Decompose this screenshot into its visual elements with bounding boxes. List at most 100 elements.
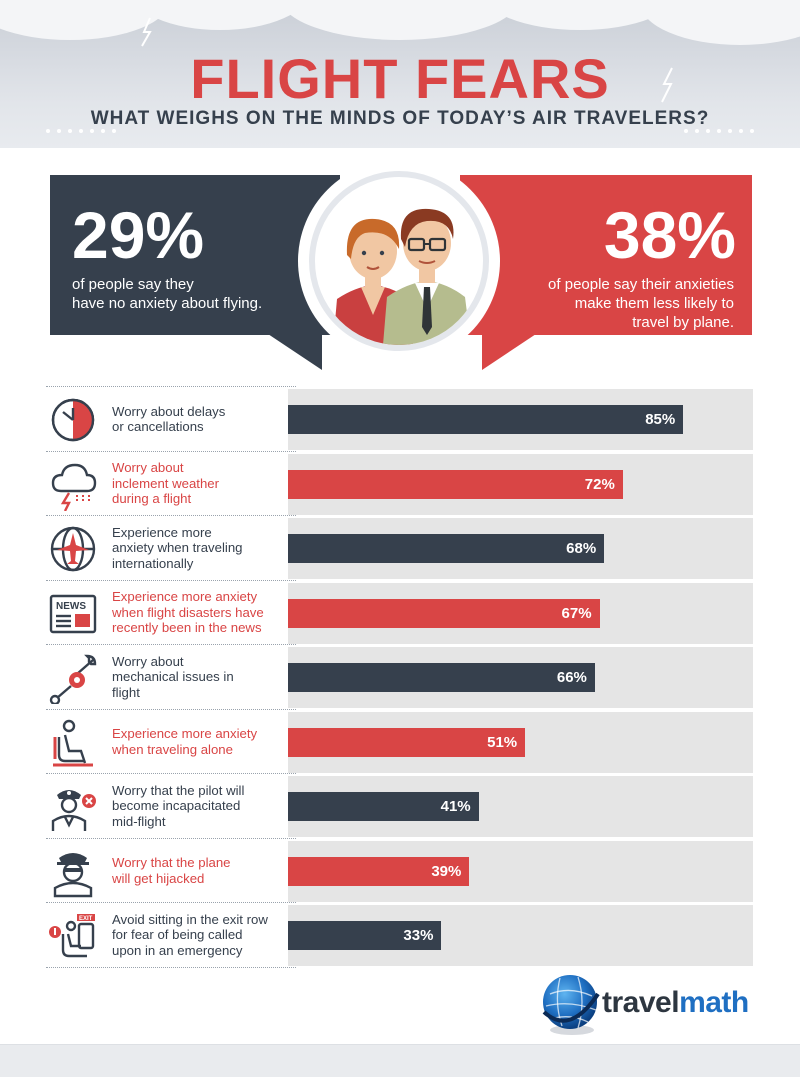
stat-value-left: 29% [72,198,205,272]
pilot-x-icon [47,781,99,833]
category-label-line: mechanical issues in [112,669,234,685]
footer-bar [0,1044,800,1077]
category-label-line: Avoid sitting in the exit row [112,911,268,927]
page-title: FLIGHT FEARS [190,47,610,110]
dot-rule-left [46,120,123,133]
row-divider [46,773,296,774]
category-label-line: during a flight [112,491,192,507]
travelmath-logo: travelmath [540,972,760,1038]
category-label: Worry that the plane will get hijacked [112,855,292,886]
category-label-line: or cancellations [112,419,204,434]
bar-value-label: 41% [440,798,471,815]
clock-icon [47,394,99,446]
category-label-line: Experience more anxiety [112,726,258,741]
category-label-line: Experience more [112,524,212,540]
row-divider [46,386,296,387]
chart-row: Worry about inclement weather during a fli… [0,450,800,515]
storm-cloud-icon [47,459,99,512]
stat-text-right-3: travel by plane. [632,314,734,331]
category-label: Experience more anxiety when traveling int… [112,525,292,572]
bar: 68% [288,534,605,563]
globe-logo-icon [542,975,600,1035]
row-divider [46,902,296,903]
stat-panel-left: 29% of people say they have no anxiety a… [50,175,340,335]
stat-text-left-1: of people say they [72,276,194,293]
travelers-illustration-icon [333,208,471,345]
chart-row: Experience more anxiety when traveling al… [0,708,800,773]
bar-value-label: 85% [645,411,676,428]
seated-passenger-icon [47,717,99,769]
category-label-line: inclement weather [112,475,220,491]
bar: 66% [288,663,595,692]
category-label-line: when traveling alone [112,741,233,757]
row-divider [46,579,296,581]
category-label-line: recently been in the news [112,620,262,636]
news-icon: NEWS [47,588,99,640]
bar-value-label: 68% [566,540,597,557]
globe-plane-icon [47,523,99,575]
bar: 67% [288,598,600,628]
portrait-circle [309,171,489,351]
chart-row: Worry about delays or cancellations 85% [0,386,800,450]
bar: 85% [288,405,684,434]
bar-value-label: 72% [584,475,615,493]
category-label-line: mid-flight [112,813,166,829]
wrench-gear-icon [47,652,99,706]
stat-panel-right: 38% of people say their anxieties make t… [460,175,752,335]
row-divider [46,644,296,645]
header-banner: FLIGHT FEARS WHAT WEIGHS ON THE MINDS OF… [0,0,800,148]
category-label-line: internationally [112,555,194,571]
category-label-line: upon in an emergency [112,942,243,958]
category-label-line: flight [112,684,140,700]
row-divider [46,966,296,968]
stat-value-right: 38% [603,198,736,272]
chart-row: NEWS Experience more anxiety when flight d… [0,579,800,644]
chart-row: Experience more anxiety when traveling int… [0,515,800,579]
bar-value-label: 39% [431,862,462,880]
category-label-line: will get hijacked [112,870,205,886]
page-subtitle: WHAT WEIGHS ON THE MINDS OF TODAY’S AIR … [90,108,710,129]
row-divider [46,515,296,516]
chart-row: Worry that the pilot will become incapaci… [0,773,800,837]
svg-text:EXIT: EXIT [79,916,93,922]
bar-value-label: 51% [487,733,518,751]
dot-rule-right [684,120,761,133]
bar-value-label: 67% [561,604,592,622]
speech-tail-right [482,334,536,370]
speech-tail-left [268,334,322,370]
exit-row-icon: EXIT [47,910,99,962]
category-label: Worry about mechanical issues in flight [112,654,292,701]
svg-text:NEWS: NEWS [56,601,86,612]
stat-text-left-2: have no anxiety about flying. [72,295,263,312]
subtitle-row: WHAT WEIGHS ON THE MINDS OF TODAY’S AIR … [0,108,800,134]
chart-row: EXIT Avoid sitting in the exit row for fea… [0,902,800,966]
bar-value-label: 33% [403,927,434,944]
bar: 39% [288,856,470,886]
category-label-line: Worry that the plane [112,855,231,870]
category-label-line: become incapacitated [112,798,241,814]
chart-row: Worry about mechanical issues in flight 66% [0,644,800,708]
lightning-icon [141,17,673,103]
category-label-line: for fear of being called [112,927,243,943]
bar-value-label: 66% [556,669,587,686]
bar: 33% [288,921,442,950]
logo-wordmark: travelmath [602,986,749,1019]
category-label-line: Worry about delays [112,403,226,419]
category-label: Worry about inclement weather during a fli… [112,460,292,507]
category-label: Worry about delays or cancellations [112,404,292,435]
category-label-line: when flight disasters have [112,604,264,620]
chart-row: Worry that the plane will get hijacked 39% [0,837,800,902]
stat-text-right-1: of people say their anxieties [548,276,734,293]
category-label-line: anxiety when traveling [112,540,243,556]
row-divider [46,450,296,452]
category-label: Avoid sitting in the exit row for fear of… [112,912,292,959]
bar: 41% [288,792,479,821]
hijacker-icon [47,846,99,898]
row-divider [46,708,296,710]
bar: 72% [288,469,623,499]
category-label: Experience more anxiety when flight disas… [112,589,292,636]
category-label: Experience more anxiety when traveling al… [112,726,292,757]
row-divider [46,837,296,839]
category-label-line: Experience more anxiety [112,589,258,605]
category-label-line: Worry that the pilot will [112,782,245,798]
